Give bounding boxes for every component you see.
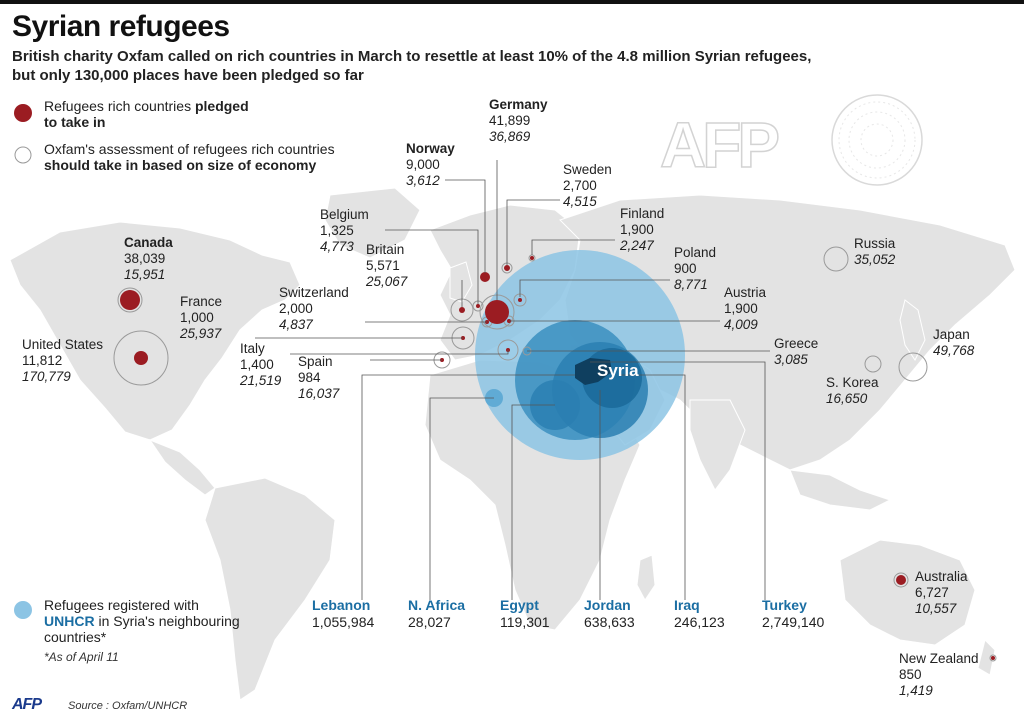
pledged-circles (120, 256, 995, 660)
assess-canada (117, 287, 143, 313)
pledged-canada (120, 290, 140, 310)
page-subtitle: British charity Oxfam called on rich cou… (12, 47, 812, 85)
label-russia: Russia 35,052 (854, 236, 896, 267)
land-new-zealand (977, 639, 996, 676)
subtitle-line-2: but only 130,000 places have been pledge… (12, 67, 364, 84)
label-sweden: Sweden 2,700 4,515 (563, 162, 612, 209)
assess-australia (893, 572, 909, 588)
source-credit: Source : Oxfam/UNHCR (68, 700, 188, 712)
label-turkey: Turkey 2,749,140 (762, 597, 825, 630)
label-norway: Norway 9,000 3,612 (406, 141, 455, 188)
pledged-norway (480, 272, 490, 282)
label-greece: Greece 3,085 (774, 336, 819, 367)
label-britain: Britain 5,571 25,067 (366, 242, 408, 289)
pledged-sweden (504, 265, 510, 271)
syria-shape (575, 358, 612, 385)
legend-pledged-dot (14, 104, 32, 122)
label-n-africa: N. Africa 28,027 (408, 597, 466, 630)
land-north-america (9, 221, 301, 441)
label-united-states: United States 11,812 170,779 (22, 337, 104, 384)
land-se-asia (789, 469, 892, 511)
assess-italy (497, 339, 519, 361)
land-britain (449, 261, 473, 303)
label-finland: Finland 1,900 2,247 (620, 206, 665, 253)
line-egypt (511, 404, 555, 600)
syria-label: Syria (597, 361, 639, 380)
line-iraq (620, 374, 686, 600)
label-switzerland: Switzerland 2,000 4,837 (279, 285, 349, 332)
land-greenland (324, 187, 421, 259)
line-lebanon (361, 374, 575, 600)
line-finland (531, 239, 615, 255)
label-germany: Germany 41,899 36,869 (489, 97, 548, 144)
label-italy: Italy 1,400 21,519 (240, 341, 282, 388)
watermark-globe (831, 94, 923, 186)
assess-korea (864, 355, 882, 373)
label-canada: Canada 38,039 15,951 (124, 235, 173, 282)
afp-logo: AFP (12, 696, 42, 713)
land-madagascar (636, 554, 656, 601)
assess-nz (989, 654, 997, 662)
pledged-us (134, 351, 148, 365)
pledged-germany (485, 300, 509, 324)
page-title: Syrian refugees (12, 10, 230, 43)
line-belgium (385, 229, 479, 304)
label-austria: Austria 1,900 4,009 (724, 285, 767, 332)
label-australia: Australia 6,727 10,557 (915, 569, 968, 616)
label-s-korea: S. Korea 16,650 (826, 375, 879, 406)
pledged-australia (896, 575, 906, 585)
unhcr-circles (475, 250, 685, 460)
legend-unhcr: Refugees registered with UNHCR in Syria'… (44, 597, 240, 645)
line-norway (445, 179, 486, 273)
line-italy (290, 350, 509, 355)
watermark-text: AFP (659, 108, 781, 182)
subtitle-line-1: British charity Oxfam called on rich cou… (12, 48, 812, 65)
land-australia (839, 539, 976, 646)
legend-assessment: Oxfam's assessment of refugees rich coun… (44, 141, 335, 173)
assess-us (113, 330, 169, 386)
label-jordan: Jordan 638,633 (584, 597, 635, 630)
label-belgium: Belgium 1,325 4,773 (320, 207, 369, 254)
label-lebanon: Lebanon 1,055,984 (312, 597, 375, 630)
line-nafrica (429, 397, 494, 600)
line-turkey (590, 361, 766, 600)
assess-russia (823, 246, 849, 272)
label-spain: Spain 984 16,037 (298, 354, 340, 401)
top-rule (0, 0, 1024, 4)
assess-japan (898, 352, 928, 382)
land-south-america (204, 477, 336, 701)
legend-assessed-dot (14, 146, 32, 164)
line-sweden (506, 199, 560, 265)
label-france: France 1,000 25,937 (180, 294, 223, 341)
footnote: *As of April 11 (44, 650, 119, 664)
pledged-nz (991, 656, 995, 660)
pledged-poland (518, 298, 522, 302)
pledged-britain (459, 307, 465, 313)
label-poland: Poland 900 8,771 (674, 245, 717, 292)
pledged-finland (530, 256, 534, 260)
line-poland (519, 279, 670, 297)
legend-unhcr-dot (14, 601, 32, 619)
legend-pledged: Refugees rich countries pledged to take … (44, 98, 249, 130)
leader-lines (255, 160, 770, 600)
label-japan: Japan 49,768 (933, 327, 975, 358)
label-egypt: Egypt 119,301 (500, 597, 550, 630)
label-iraq: Iraq 246,123 (674, 597, 725, 630)
label-new-zealand: New Zealand 850 1,419 (899, 651, 979, 698)
land-central-america (148, 438, 216, 496)
pledged-belgium (476, 304, 480, 308)
land-japan (899, 299, 926, 361)
land-india (689, 399, 746, 491)
